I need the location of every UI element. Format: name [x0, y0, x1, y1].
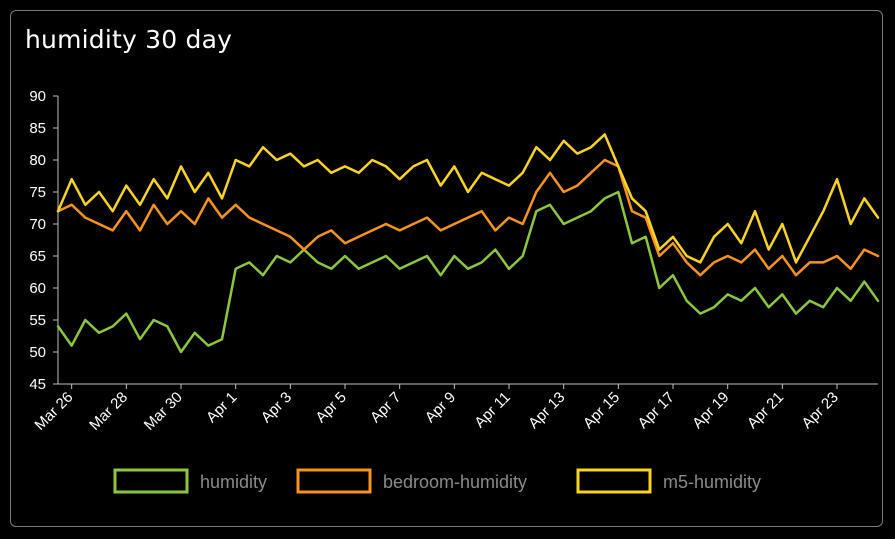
chart-title: humidity 30 day — [25, 25, 233, 54]
y-tick-label: 50 — [29, 344, 46, 361]
y-tick-label: 75 — [29, 184, 46, 201]
legend-label-humidity: humidity — [200, 472, 267, 492]
y-tick-label: 90 — [29, 88, 46, 105]
x-tick-label: Apr 1 — [203, 389, 240, 426]
x-tick-label: Apr 17 — [635, 389, 678, 432]
x-tick-label: Apr 3 — [258, 389, 295, 426]
legend-swatch-humidity — [113, 468, 189, 494]
x-tick-label: Apr 11 — [471, 389, 513, 431]
y-tick-label: 65 — [29, 248, 46, 265]
y-tick-label: 70 — [29, 216, 46, 233]
legend-label-m5-humidity: m5-humidity — [663, 472, 761, 492]
x-tick-label: Apr 7 — [367, 389, 404, 426]
legend-label-bedroom-humidity: bedroom-humidity — [383, 472, 527, 492]
x-tick-label: Mar 26 — [31, 389, 76, 434]
legend-swatch-m5-humidity — [576, 468, 652, 494]
x-tick-label: Mar 30 — [141, 389, 186, 434]
x-tick-label: Apr 5 — [312, 389, 349, 426]
x-tick-label: Apr 15 — [580, 389, 623, 432]
x-tick-label: Apr 13 — [525, 389, 568, 432]
series-line-humidity — [56, 190, 880, 354]
series-line-m5-humidity — [56, 133, 880, 264]
y-tick-label: 80 — [29, 152, 46, 169]
y-tick-label: 60 — [29, 280, 46, 297]
y-tick-label: 55 — [29, 312, 46, 329]
x-tick-label: Apr 9 — [422, 389, 459, 426]
x-tick-label: Apr 23 — [799, 389, 842, 432]
y-tick-label: 85 — [29, 120, 46, 137]
legend-swatch-bedroom-humidity — [296, 468, 372, 494]
x-tick-label: Mar 28 — [86, 389, 131, 434]
y-tick-label: 45 — [29, 376, 46, 393]
x-tick-label: Apr 21 — [744, 389, 787, 432]
series-line-bedroom-humidity — [56, 158, 880, 277]
x-tick-label: Apr 19 — [689, 389, 732, 432]
